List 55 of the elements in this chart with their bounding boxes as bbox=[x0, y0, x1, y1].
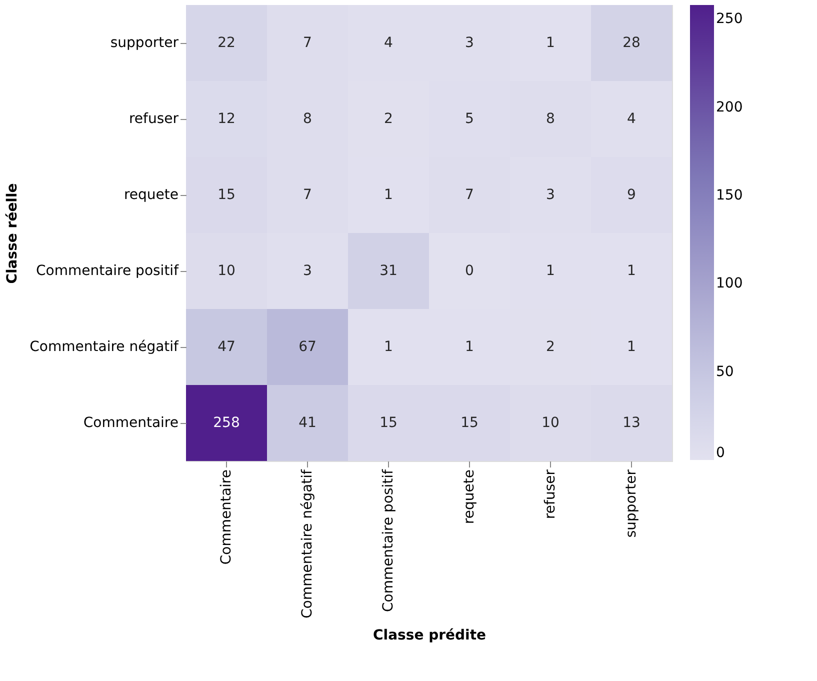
data-label: 258 bbox=[213, 415, 240, 431]
data-label: 10 bbox=[542, 415, 560, 431]
data-label: 7 bbox=[303, 187, 312, 203]
data-label: 9 bbox=[627, 187, 636, 203]
color-bar-label: 100 bbox=[716, 276, 743, 292]
data-label: 28 bbox=[622, 35, 640, 51]
y-tick-label: refuser bbox=[128, 111, 179, 127]
x-tick-label: refuser bbox=[542, 469, 558, 520]
data-label: 2 bbox=[546, 339, 555, 355]
data-label: 1 bbox=[546, 35, 555, 51]
data-label: 1 bbox=[546, 263, 555, 279]
y-tick-label: supporter bbox=[110, 35, 179, 51]
data-label: 3 bbox=[465, 35, 474, 51]
color-bar-label: 0 bbox=[716, 445, 725, 461]
data-label: 4 bbox=[627, 111, 636, 127]
data-label: 22 bbox=[218, 35, 236, 51]
x-tick-label: Commentaire négatif bbox=[300, 468, 316, 618]
data-label: 4 bbox=[384, 35, 394, 51]
data-label: 7 bbox=[465, 187, 474, 203]
data-label: 1 bbox=[627, 339, 636, 355]
data-label: 15 bbox=[218, 187, 236, 203]
data-label: 13 bbox=[622, 415, 640, 431]
color-bar-label: 250 bbox=[716, 11, 743, 28]
data-label: 0 bbox=[465, 263, 474, 279]
data-label: 12 bbox=[218, 111, 236, 127]
data-label: 10 bbox=[218, 263, 236, 279]
y-axis-title: Classe réelle bbox=[4, 183, 21, 284]
data-label: 1 bbox=[384, 339, 393, 355]
color-bar-label: 200 bbox=[716, 99, 743, 116]
y-tick-label: Commentaire négatif bbox=[30, 339, 180, 355]
data-label: 8 bbox=[546, 111, 555, 127]
data-label: 15 bbox=[380, 415, 398, 431]
x-tick-label: requete bbox=[462, 470, 478, 524]
data-label: 2 bbox=[384, 111, 393, 127]
data-label: 41 bbox=[298, 415, 316, 431]
data-label: 3 bbox=[303, 263, 312, 279]
color-bar-label: 50 bbox=[716, 364, 734, 380]
y-tick-label: Commentaire positif bbox=[36, 263, 180, 279]
data-label: 31 bbox=[380, 263, 398, 279]
data-label: 3 bbox=[546, 187, 555, 203]
y-tick-label: requete bbox=[124, 187, 178, 203]
data-label: 67 bbox=[298, 339, 316, 355]
x-tick-label: supporter bbox=[624, 469, 640, 538]
data-label: 1 bbox=[627, 263, 636, 279]
data-label: 15 bbox=[460, 415, 478, 431]
data-label: 1 bbox=[465, 339, 474, 355]
data-label: 8 bbox=[303, 111, 312, 127]
color-bar-label: 150 bbox=[716, 187, 743, 204]
data-label: 1 bbox=[384, 187, 393, 203]
x-axis-title: Classe prédite bbox=[373, 627, 486, 644]
data-label: 5 bbox=[465, 111, 474, 127]
data-label: 7 bbox=[303, 35, 312, 51]
data-label: 47 bbox=[218, 339, 236, 355]
y-tick-label: Commentaire bbox=[83, 415, 178, 431]
x-tick-label: Commentaire positif bbox=[380, 468, 396, 612]
